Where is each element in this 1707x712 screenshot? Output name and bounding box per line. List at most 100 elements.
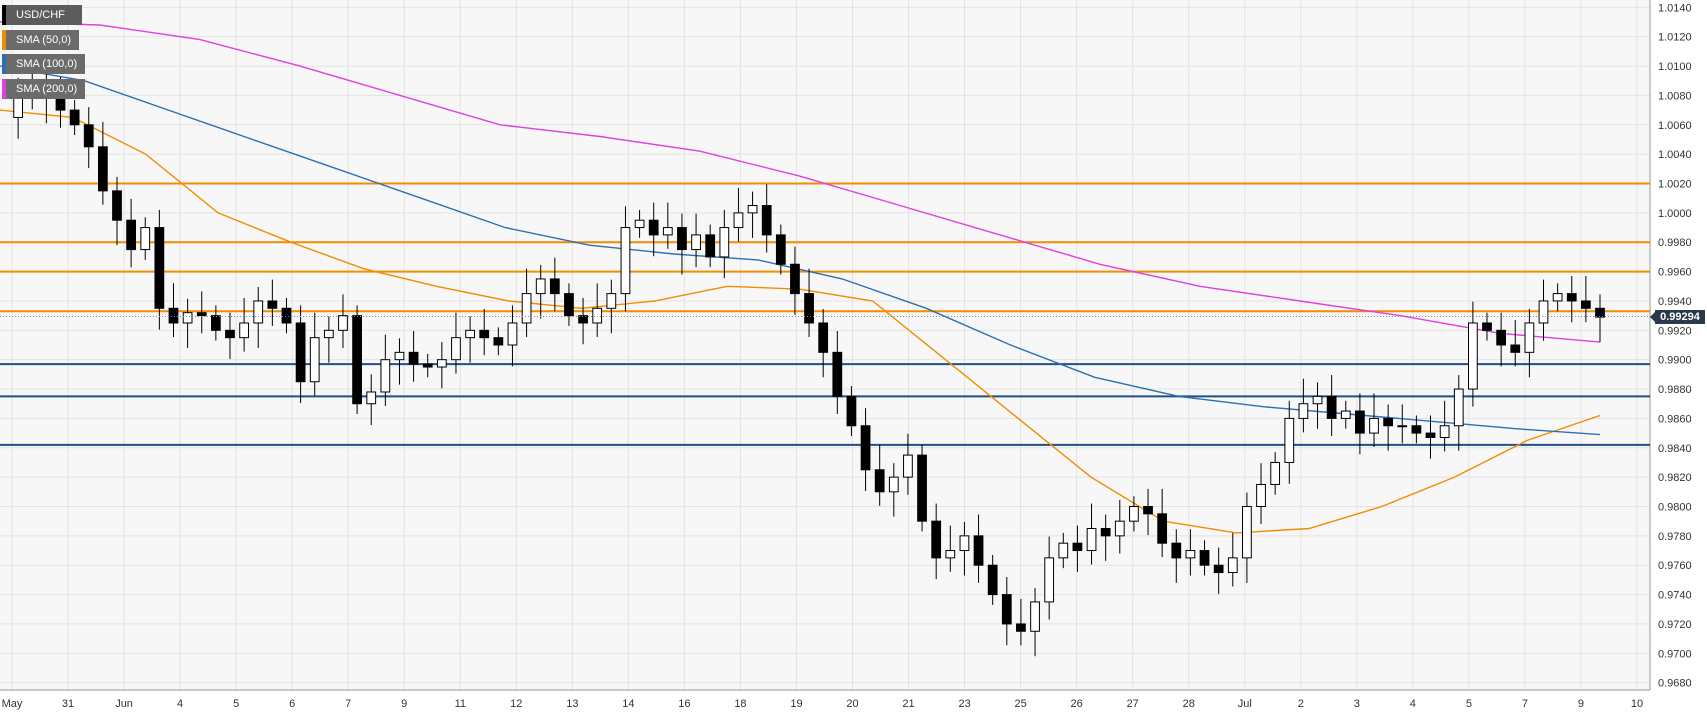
candle-body bbox=[620, 227, 631, 295]
candle-body bbox=[309, 337, 320, 383]
candle-body bbox=[1369, 417, 1379, 434]
candle-body bbox=[917, 454, 927, 522]
candle-body bbox=[1453, 388, 1464, 427]
candle-body bbox=[903, 454, 913, 478]
x-tick-label: 5 bbox=[233, 698, 239, 710]
candle-body bbox=[1143, 505, 1153, 515]
legend-symbol-label: USD/CHF bbox=[16, 9, 65, 21]
candle-body bbox=[578, 315, 588, 324]
candle-body bbox=[196, 312, 207, 317]
candle-body bbox=[451, 337, 461, 361]
candle-body bbox=[295, 322, 306, 383]
candle-body bbox=[860, 425, 871, 471]
x-tick-label: 31 bbox=[62, 698, 74, 710]
candle-body bbox=[733, 212, 744, 229]
candle-body bbox=[832, 351, 843, 397]
candle-body bbox=[479, 329, 490, 339]
x-tick-label: 7 bbox=[345, 698, 351, 710]
legend-sma-200-label: SMA (200,0) bbox=[16, 82, 78, 95]
candle-body bbox=[1482, 322, 1492, 331]
y-tick-label: 0.9720 bbox=[1658, 619, 1692, 631]
sma-line bbox=[0, 109, 1601, 534]
x-tick-label: May bbox=[2, 698, 23, 710]
candle-body bbox=[549, 278, 560, 295]
candle-body bbox=[366, 391, 377, 405]
legend-sma-100[interactable]: SMA (100,0) bbox=[2, 54, 86, 74]
candle-body bbox=[1312, 395, 1323, 405]
candle-body bbox=[846, 395, 857, 427]
candle-body bbox=[422, 363, 433, 368]
x-tick-label: 12 bbox=[510, 698, 522, 710]
legend-sma-200[interactable]: SMA (200,0) bbox=[2, 78, 86, 99]
legend-sma-50[interactable]: SMA (50,0) bbox=[2, 29, 80, 50]
x-tick-label: 9 bbox=[401, 698, 407, 710]
x-tick-label: 23 bbox=[958, 698, 970, 710]
candle-body bbox=[1157, 513, 1168, 544]
legend-symbol[interactable]: USD/CHF bbox=[2, 5, 82, 25]
candle-body bbox=[69, 109, 80, 126]
candle-body bbox=[1213, 564, 1224, 574]
candle-body bbox=[1566, 293, 1577, 302]
x-tick-label: 26 bbox=[1071, 698, 1083, 710]
candle-body bbox=[338, 315, 348, 331]
candle-body bbox=[1468, 322, 1478, 390]
candle-body bbox=[959, 535, 970, 552]
x-tick-label: 11 bbox=[455, 698, 466, 710]
candle-body bbox=[1270, 461, 1281, 485]
y-tick-label: 0.9700 bbox=[1658, 648, 1692, 660]
candle-body bbox=[493, 337, 504, 346]
candle-body bbox=[1552, 293, 1563, 302]
candle-body bbox=[281, 307, 292, 324]
candle-body bbox=[1411, 425, 1422, 434]
current-price-tag: 0.99294 bbox=[1650, 309, 1705, 324]
y-tick-label: 0.9920 bbox=[1658, 325, 1692, 337]
x-tick-label: 4 bbox=[177, 698, 183, 710]
candle-body bbox=[521, 293, 532, 324]
x-tick-label: 3 bbox=[1354, 698, 1360, 710]
y-tick-label: 0.9840 bbox=[1658, 443, 1692, 455]
x-tick-label: 7 bbox=[1522, 698, 1528, 710]
sma-line bbox=[0, 21, 1601, 343]
candle-body bbox=[1326, 395, 1337, 419]
y-tick-label: 0.9900 bbox=[1658, 355, 1692, 367]
y-tick-label: 0.9940 bbox=[1658, 296, 1692, 308]
candle-body bbox=[564, 293, 574, 317]
candle-body bbox=[182, 312, 193, 324]
candle-body bbox=[1340, 410, 1351, 419]
candle-body bbox=[747, 205, 758, 214]
y-tick-label: 0.9760 bbox=[1658, 560, 1692, 572]
candle-body bbox=[1129, 505, 1139, 522]
candle-body bbox=[1100, 528, 1111, 537]
candle-body bbox=[1227, 557, 1238, 574]
y-tick-label: 0.9780 bbox=[1658, 531, 1692, 543]
candle-body bbox=[1016, 623, 1026, 632]
x-tick-label: 25 bbox=[1014, 698, 1026, 710]
y-tick-label: 1.0020 bbox=[1658, 179, 1692, 191]
legend-swatch bbox=[2, 29, 6, 50]
candle-body bbox=[1001, 594, 1012, 625]
candle-body bbox=[1242, 505, 1252, 559]
y-tick-label: 1.0120 bbox=[1658, 32, 1692, 44]
candle-body bbox=[394, 351, 405, 361]
legend-sma-100-label: SMA (100,0) bbox=[16, 58, 78, 70]
candle-body bbox=[126, 219, 136, 251]
x-tick-label: 10 bbox=[1631, 698, 1643, 710]
candle-body bbox=[1199, 550, 1210, 566]
candle-body bbox=[154, 227, 165, 309]
x-tick-label: 20 bbox=[846, 698, 858, 710]
candle-body bbox=[323, 329, 334, 339]
x-tick-label: Jun bbox=[115, 698, 133, 710]
candle-body bbox=[1030, 601, 1040, 632]
candle-body bbox=[1538, 300, 1549, 324]
candle-body bbox=[140, 227, 151, 251]
candle-body bbox=[1256, 483, 1266, 507]
x-tick-label: 18 bbox=[734, 698, 746, 710]
x-tick-label: 2 bbox=[1298, 698, 1304, 710]
candle-body bbox=[1086, 528, 1097, 552]
y-tick-label: 0.9980 bbox=[1658, 237, 1692, 249]
y-tick-label: 1.0060 bbox=[1658, 120, 1692, 132]
y-tick-label: 1.0140 bbox=[1658, 2, 1692, 14]
candle-body bbox=[1044, 557, 1055, 603]
candle-body bbox=[210, 315, 221, 331]
